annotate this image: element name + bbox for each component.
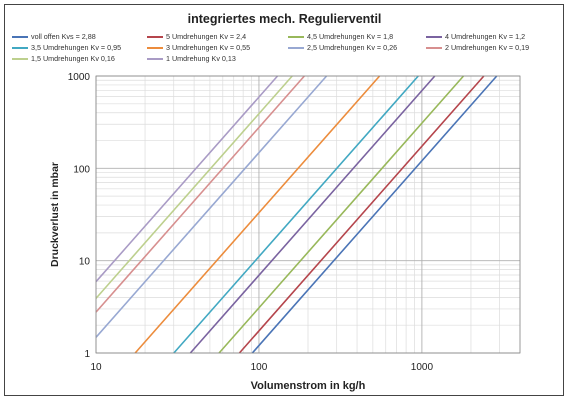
legend-swatch [288, 46, 304, 49]
legend-swatch [12, 35, 28, 38]
legend-swatch [426, 46, 442, 49]
legend-swatch [288, 35, 304, 38]
minor-gridlines [96, 76, 521, 353]
plot-area-border [95, 75, 521, 354]
legend-label: 1 Umdrehung Kv 0,13 [166, 54, 236, 63]
series-line [173, 75, 419, 354]
legend-label: 4 Umdrehungen Kv = 1,2 [445, 32, 526, 41]
legend-item: 2,5 Umdrehungen Kv = 0,26 [288, 42, 397, 53]
legend-swatch [12, 57, 28, 60]
y-tick-label: 1 [84, 349, 90, 360]
series-line [238, 75, 485, 354]
legend-swatch [426, 35, 442, 38]
series-line [95, 75, 328, 338]
y-tick-label: 1000 [68, 72, 91, 83]
legend-item: 2 Umdrehungen Kv = 0,19 [426, 42, 529, 53]
series-line [189, 75, 436, 354]
legend-label: 2,5 Umdrehungen Kv = 0,26 [307, 43, 398, 52]
legend-label: 2 Umdrehungen Kv = 0,19 [445, 43, 530, 52]
x-tick-label: 100 [251, 362, 268, 373]
x-tick-label: 10 [90, 362, 102, 373]
legend-label: 5 Umdrehungen Kv = 2,4 [166, 32, 247, 41]
series-line [218, 75, 465, 354]
legend-item: 5 Umdrehungen Kv = 2,4 [147, 31, 246, 42]
y-tick-label: 10 [79, 257, 91, 268]
chart-legend: voll offen Kvs = 2,88 5 Umdrehungen Kv = … [12, 31, 560, 65]
legend-label: 3 Umdrehungen Kv = 0,55 [166, 43, 251, 52]
legend-item: 1,5 Umdrehungen Kv 0,16 [12, 53, 115, 64]
series-lines [95, 75, 498, 354]
legend-label: 3,5 Umdrehungen Kv = 0,95 [31, 43, 122, 52]
legend-swatch [147, 35, 163, 38]
series-line [95, 75, 305, 313]
legend-item: voll offen Kvs = 2,88 [12, 31, 96, 42]
legend-label: 1,5 Umdrehungen Kv 0,16 [31, 54, 115, 63]
legend-item: 4 Umdrehungen Kv = 1,2 [426, 31, 525, 42]
legend-item: 4,5 Umdrehungen Kv = 1,8 [288, 31, 393, 42]
series-line [251, 75, 498, 354]
legend-item: 3 Umdrehungen Kv = 0,55 [147, 42, 250, 53]
legend-label: 4,5 Umdrehungen Kv = 1,8 [307, 32, 394, 41]
x-axis-label: Volumenstrom in kg/h [251, 380, 366, 392]
legend-item: 1 Umdrehung Kv 0,13 [147, 53, 236, 64]
legend-label: voll offen Kvs = 2,88 [31, 32, 96, 41]
series-line [95, 75, 279, 283]
legend-swatch [12, 46, 28, 49]
chart-title: integriertes mech. Regulierventil [187, 12, 382, 26]
legend-item: 3,5 Umdrehungen Kv = 0,95 [12, 42, 121, 53]
legend-swatch [147, 46, 163, 49]
x-tick-label: 1000 [411, 362, 434, 373]
y-tick-label: 100 [73, 164, 90, 175]
series-line [134, 75, 381, 354]
series-line [95, 75, 293, 299]
legend-swatch [147, 57, 163, 60]
y-axis-label: Druckverlust in mbar [49, 162, 61, 267]
